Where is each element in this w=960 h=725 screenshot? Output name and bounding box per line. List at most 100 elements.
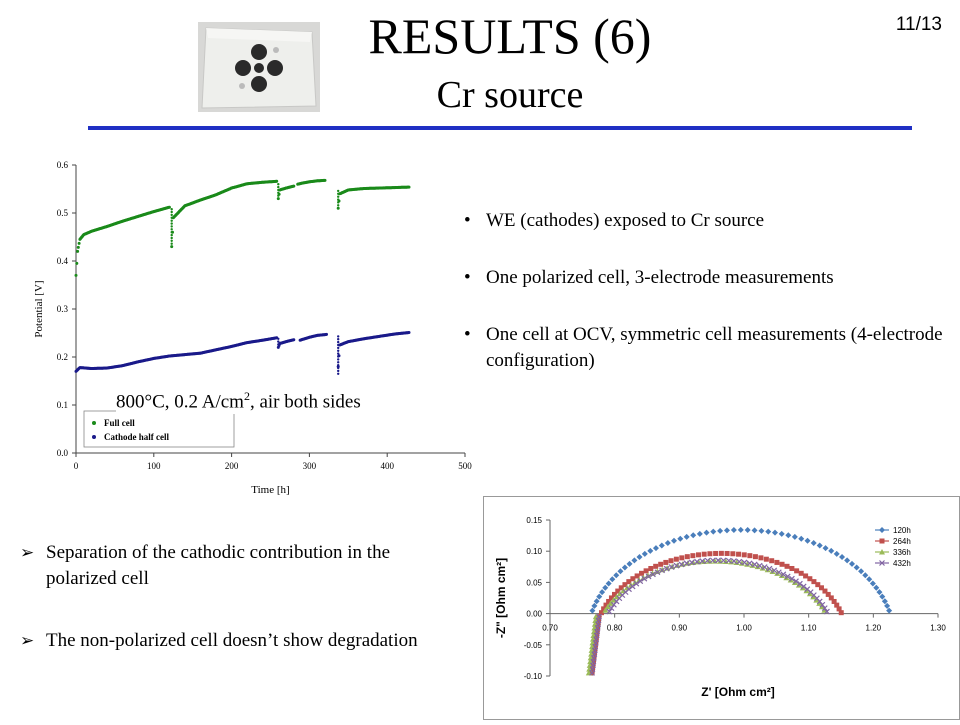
data-point — [724, 550, 730, 556]
data-point — [736, 558, 743, 565]
data-point — [170, 233, 173, 237]
data-point — [277, 188, 280, 192]
data-point — [723, 527, 730, 534]
data-point — [621, 564, 628, 571]
data-point — [170, 219, 173, 222]
data-point — [170, 213, 173, 217]
data-point — [775, 569, 782, 576]
y-tick-label: 0.00 — [526, 610, 542, 619]
data-point — [756, 562, 763, 569]
data-point — [337, 369, 340, 373]
data-point — [839, 554, 846, 561]
data-point — [816, 600, 823, 606]
arrow-bullet-icon: ➢ — [20, 543, 35, 563]
data-point — [784, 563, 790, 569]
data-point — [633, 580, 640, 587]
data-point — [596, 613, 602, 620]
y-tick-label: 0.5 — [57, 208, 69, 218]
data-point — [828, 547, 835, 554]
data-point — [765, 528, 772, 535]
data-point — [853, 564, 860, 571]
data-point — [873, 584, 880, 591]
data-point — [774, 559, 780, 565]
data-point — [824, 608, 830, 615]
data-point — [652, 545, 659, 552]
data-point — [603, 602, 609, 608]
data-point — [707, 551, 713, 557]
y-tick-label: 0.05 — [526, 578, 542, 587]
bullet-text: One cell at OCV, symmetric cell measurem… — [486, 324, 943, 371]
title-underline — [88, 126, 912, 130]
y-tick-label: 0.15 — [526, 516, 542, 525]
data-point — [737, 526, 744, 533]
data-point — [836, 606, 842, 612]
data-point — [589, 607, 596, 614]
x-axis-title: Time [h] — [251, 484, 289, 496]
data-point — [677, 535, 684, 542]
y-tick-label: 0.4 — [57, 256, 69, 266]
data-point — [639, 570, 645, 576]
conclusion-text: Separation of the cathodic contribution … — [46, 542, 391, 589]
x-tick-label: 100 — [147, 461, 161, 471]
test-conditions-label: 800°C, 0.2 A/cm2, air both sides — [116, 384, 361, 415]
data-point — [325, 332, 328, 336]
data-point — [337, 352, 340, 355]
data-point — [170, 222, 173, 225]
y-tick-label: -0.05 — [524, 641, 543, 650]
data-point — [275, 179, 279, 183]
data-point — [170, 225, 173, 228]
data-point — [744, 561, 751, 567]
data-point — [844, 557, 851, 564]
data-point — [779, 561, 785, 567]
data-point — [645, 573, 652, 580]
data-point — [754, 563, 761, 570]
data-point — [337, 195, 340, 198]
x-tick-label: 1.20 — [866, 624, 882, 633]
data-point — [828, 595, 834, 601]
data-point — [816, 542, 823, 549]
data-point — [170, 228, 173, 231]
data-point — [75, 261, 79, 265]
data-point — [819, 601, 826, 608]
data-point — [277, 343, 280, 346]
data-point — [803, 573, 809, 579]
data-point — [769, 558, 775, 564]
data-point — [704, 557, 711, 564]
data-point — [838, 610, 844, 616]
data-point — [618, 585, 624, 591]
data-point — [337, 346, 340, 350]
data-point — [744, 527, 751, 534]
data-point — [876, 589, 883, 596]
slide-subtitle: Cr source — [436, 74, 584, 116]
data-point — [694, 558, 700, 565]
data-point — [811, 579, 817, 585]
data-point — [713, 550, 719, 556]
data-point — [277, 337, 280, 340]
data-point — [337, 340, 340, 344]
data-point — [626, 560, 633, 567]
data-point — [613, 593, 620, 600]
data-point — [337, 343, 340, 347]
data-point — [747, 553, 753, 559]
potential-vs-time-chart: 0 100 200 300 400 500 0.0 0.1 0.2 0.3 0.4 0.5 0.6 Tim… — [28, 150, 478, 500]
data-point — [277, 191, 280, 194]
bullet-dot-icon: • — [464, 267, 471, 288]
legend-label: Full cell — [104, 418, 135, 428]
data-point — [763, 556, 769, 562]
data-point — [784, 573, 791, 580]
data-point — [810, 540, 817, 547]
data-point — [170, 242, 173, 245]
data-point — [668, 558, 674, 564]
data-point — [643, 568, 649, 574]
data-point — [617, 568, 624, 575]
data-point — [591, 602, 598, 609]
data-point — [746, 560, 753, 567]
data-point — [886, 607, 893, 614]
data-point — [789, 565, 795, 571]
data-point — [170, 216, 173, 219]
data-point — [337, 361, 340, 364]
data-point — [654, 569, 661, 576]
y-tick-label: 0.1 — [57, 400, 68, 410]
data-point — [170, 210, 173, 214]
data-point — [598, 610, 604, 616]
